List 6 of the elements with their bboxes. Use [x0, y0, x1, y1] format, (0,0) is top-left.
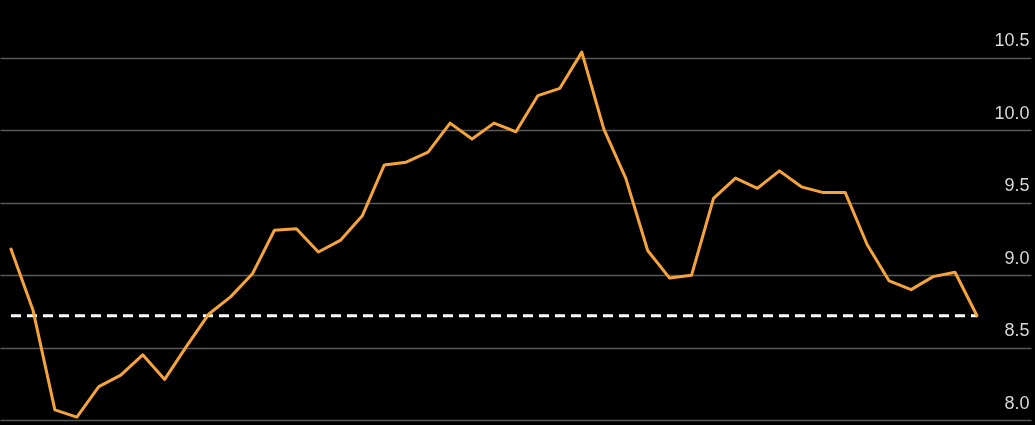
y-tick-label: 10.0 — [994, 102, 1030, 123]
y-tick-label: 9.0 — [1004, 247, 1030, 268]
y-tick-label: 8.0 — [1004, 392, 1030, 413]
y-tick-label: 10.5 — [994, 30, 1030, 51]
y-tick-label: 8.5 — [1004, 320, 1030, 341]
y-tick-label: 9.5 — [1004, 175, 1030, 196]
